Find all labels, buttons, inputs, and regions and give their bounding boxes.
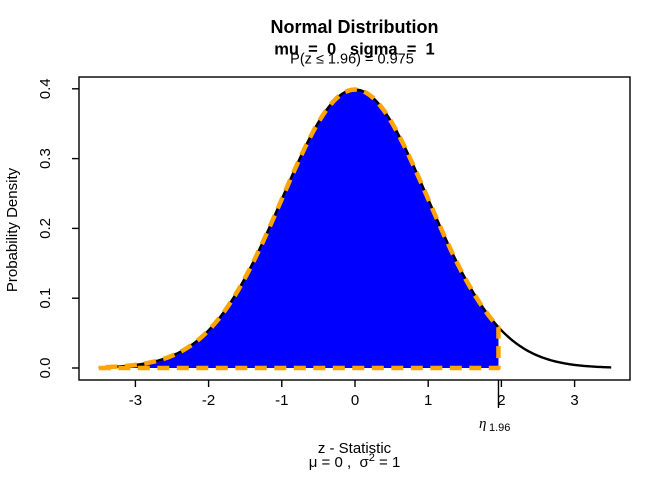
x-tick-label: 1 [424, 392, 432, 409]
eta-subscript: 1.96 [489, 422, 510, 434]
x-axis-label: z - Statistic [318, 440, 392, 457]
y-tick-label: 0.2 [37, 218, 54, 239]
plot-box [78, 76, 631, 381]
x-tick-label: -3 [129, 392, 142, 409]
y-tick-label: 0.0 [37, 358, 54, 379]
chart-geometry: -3 -2 -1 0 1 2 3 0.0 0.1 0.2 0.3 0.4 [37, 78, 612, 409]
shaded-area [98, 89, 499, 368]
chart-title: Normal Distribution [270, 17, 438, 37]
eta-annotation: η [479, 416, 486, 432]
chart-subtitle-params: mu = 0 sigma = 1 [274, 41, 435, 59]
shaded-area-outline [96, 87, 501, 371]
x-axis-sublabel: μ = 0 , σ2 = 1 [309, 452, 401, 471]
y-tick-label: 0.1 [37, 288, 54, 309]
mu-sigma-post: = 1 [375, 454, 400, 471]
x-tick-label: -1 [275, 392, 288, 409]
probability-label: P(z ≤ 1.96) = 0.975 [290, 52, 414, 68]
y-tick-label: 0.3 [37, 148, 54, 169]
x-tick-label: 3 [570, 392, 578, 409]
x-tick-label: -2 [202, 392, 215, 409]
x-tick-label: 0 [351, 392, 359, 409]
x-tick-label: 2 [497, 392, 505, 409]
mu-sigma-pre: μ = 0 , σ [309, 454, 370, 471]
y-tick-label: 0.4 [37, 78, 54, 99]
sigma-superscript: 2 [369, 452, 375, 464]
y-axis-label: Probability Density [4, 167, 21, 292]
